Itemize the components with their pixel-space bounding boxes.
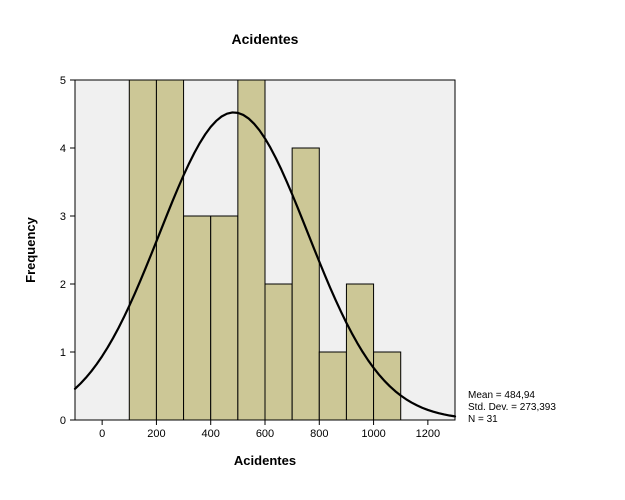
stats-line: Std. Dev. = 273,393 <box>468 402 556 413</box>
chart-svg: 0 200 400 600 800 1000 1200 0 1 2 3 4 5 Acidentes Acid… <box>0 0 625 500</box>
histogram-bar <box>374 352 401 420</box>
y-tick-label: 0 <box>60 415 66 427</box>
y-tick-label: 3 <box>60 211 66 223</box>
x-tick-label: 1000 <box>361 428 385 440</box>
y-tick-label: 1 <box>60 347 66 359</box>
y-tick-label: 5 <box>60 75 66 87</box>
x-tick-label: 1200 <box>416 428 440 440</box>
y-axis-label: Frequency <box>23 216 38 283</box>
stats-line: Mean = 484,94 <box>468 390 535 401</box>
histogram-bar <box>184 216 211 420</box>
histogram-bar <box>319 352 346 420</box>
histogram-bar <box>156 80 183 420</box>
histogram-bar <box>346 284 373 420</box>
x-tick-label: 400 <box>202 428 220 440</box>
y-tick-label: 4 <box>60 143 66 155</box>
histogram-bar <box>265 284 292 420</box>
histogram-bar <box>211 216 238 420</box>
y-tick-label: 2 <box>60 279 66 291</box>
x-tick-label: 600 <box>256 428 274 440</box>
x-tick-label: 0 <box>99 428 105 440</box>
histogram-bar <box>292 148 319 420</box>
x-axis-label: Acidentes <box>234 453 296 468</box>
histogram-chart: 0 200 400 600 800 1000 1200 0 1 2 3 4 5 Acidentes Acid… <box>0 0 625 500</box>
stats-line: N = 31 <box>468 414 498 425</box>
x-tick-label: 800 <box>310 428 328 440</box>
chart-title: Acidentes <box>232 31 299 47</box>
x-tick-label: 200 <box>147 428 165 440</box>
